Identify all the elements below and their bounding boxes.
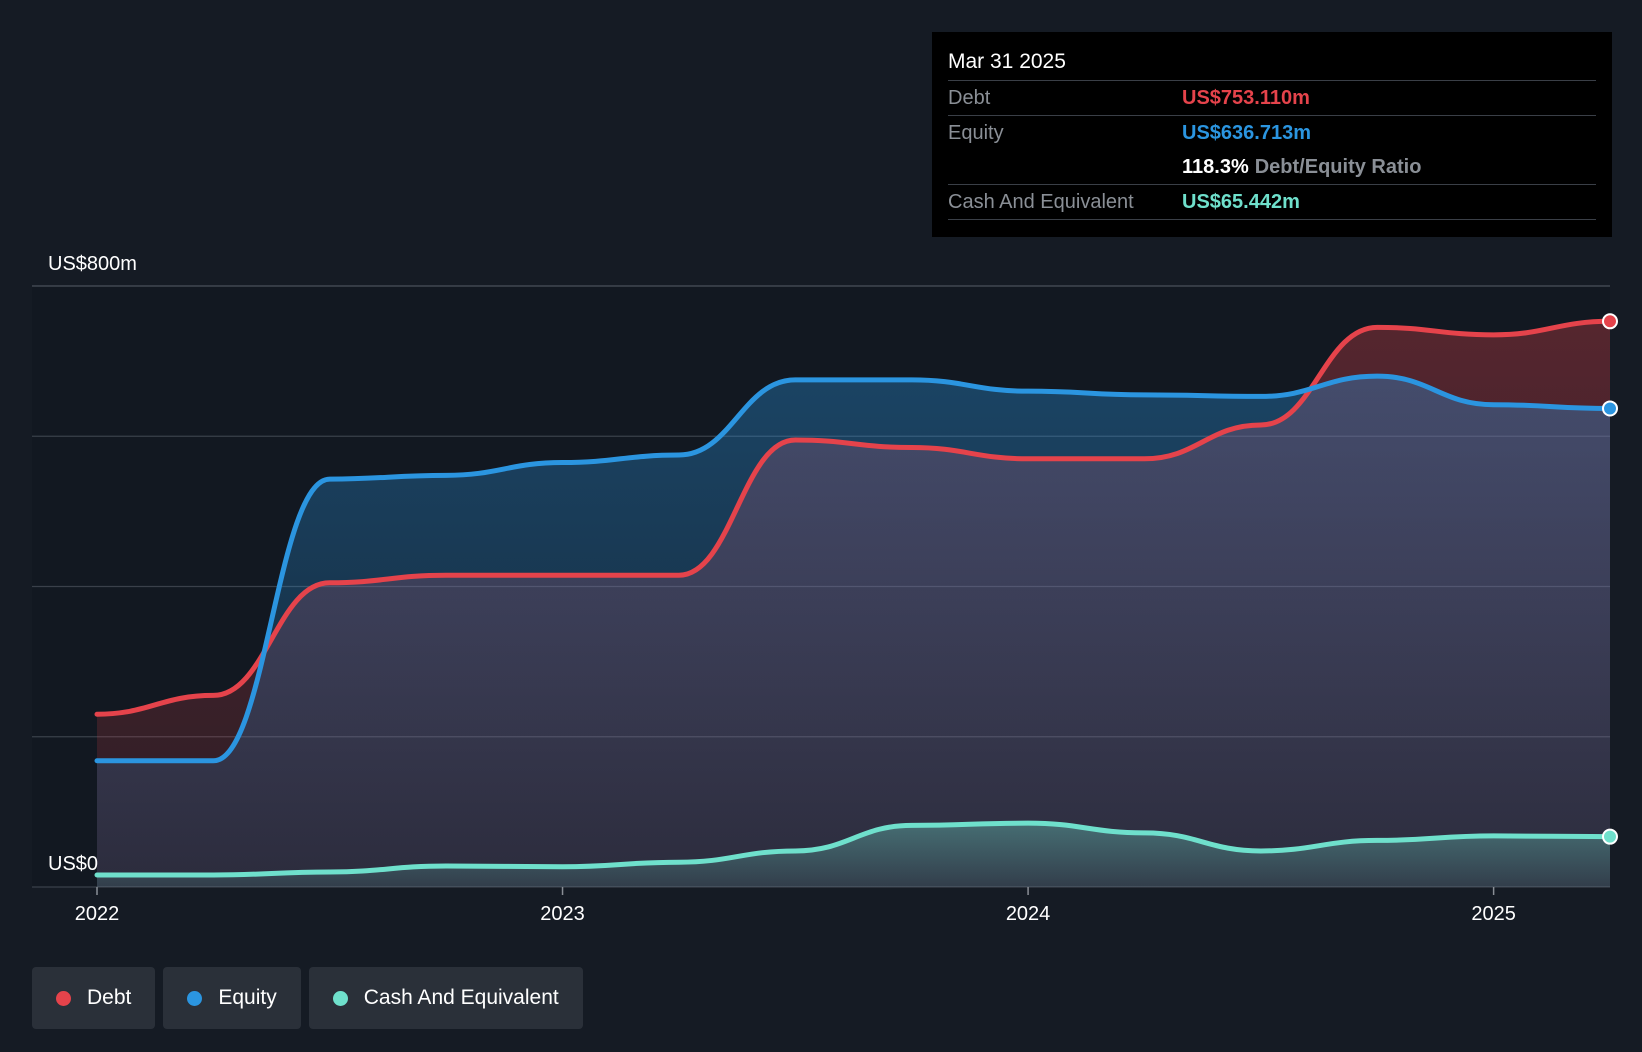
x-tick-label: 2024 [1006, 903, 1051, 925]
legend-equity-label: Equity [218, 986, 277, 1009]
legend-debt-dot-icon [56, 990, 71, 1006]
tooltip-debt-value: US$753.110m [1182, 87, 1310, 109]
series-areas [97, 321, 1610, 888]
legend-item-cash[interactable]: Cash And Equivalent [308, 967, 583, 1029]
tooltip-ratio-row: 118.3% Debt/Equity Ratio [948, 150, 1596, 185]
x-tick-label: 2022 [75, 903, 120, 925]
area-cash [97, 823, 1610, 887]
tooltip-cash-label: Cash And Equivalent [948, 191, 1134, 213]
line-debt [94, 318, 1613, 717]
tooltip-cash-value: US$65.442m [1182, 191, 1300, 213]
y-axis-bottom-label: US$0 [48, 853, 98, 875]
area-equity [97, 376, 1610, 887]
line-equity [94, 373, 1613, 764]
legend-cash-dot-icon [332, 990, 348, 1006]
legend-cash-label: Cash And Equivalent [363, 986, 559, 1009]
tooltip-equity-value: US$636.713m [1182, 122, 1311, 144]
end-marker-debt[interactable] [1602, 313, 1618, 330]
x-tick-label: 2025 [1471, 903, 1516, 925]
y-axis-top-label: US$800m [48, 253, 137, 275]
series-lines [94, 318, 1613, 878]
tooltip-ratio-label: Debt/Equity Ratio [1254, 156, 1422, 178]
legend-item-debt[interactable]: Debt [32, 967, 156, 1029]
legend-debt-label: Debt [87, 986, 132, 1009]
x-axis-ticks: 2022 2023 2024 2025 [75, 887, 1516, 925]
tooltip-cash-row: Cash And Equivalent US$65.442m [948, 185, 1596, 220]
tooltip-debt-label: Debt [948, 87, 991, 109]
x-tick-label: 2023 [540, 903, 585, 925]
data-tooltip: Mar 31 2025 Debt US$753.110m Equity US$6… [932, 32, 1612, 237]
tooltip-ratio-value: 118.3% [1182, 156, 1249, 178]
end-marker-equity[interactable] [1602, 400, 1618, 417]
tooltip-equity-row: Equity US$636.713m [948, 116, 1596, 150]
tooltip-equity-label: Equity [948, 122, 1004, 144]
line-cash [94, 820, 1613, 878]
tooltip-date: Mar 31 2025 [948, 46, 1596, 81]
tooltip-debt-row: Debt US$753.110m [948, 81, 1596, 116]
series-end-markers [1602, 313, 1618, 845]
legend-equity-dot-icon [187, 990, 203, 1006]
legend-item-equity[interactable]: Equity [163, 967, 301, 1029]
end-marker-cash[interactable] [1602, 828, 1618, 845]
chart-legend: Debt Equity Cash And Equivalent [32, 967, 583, 1029]
